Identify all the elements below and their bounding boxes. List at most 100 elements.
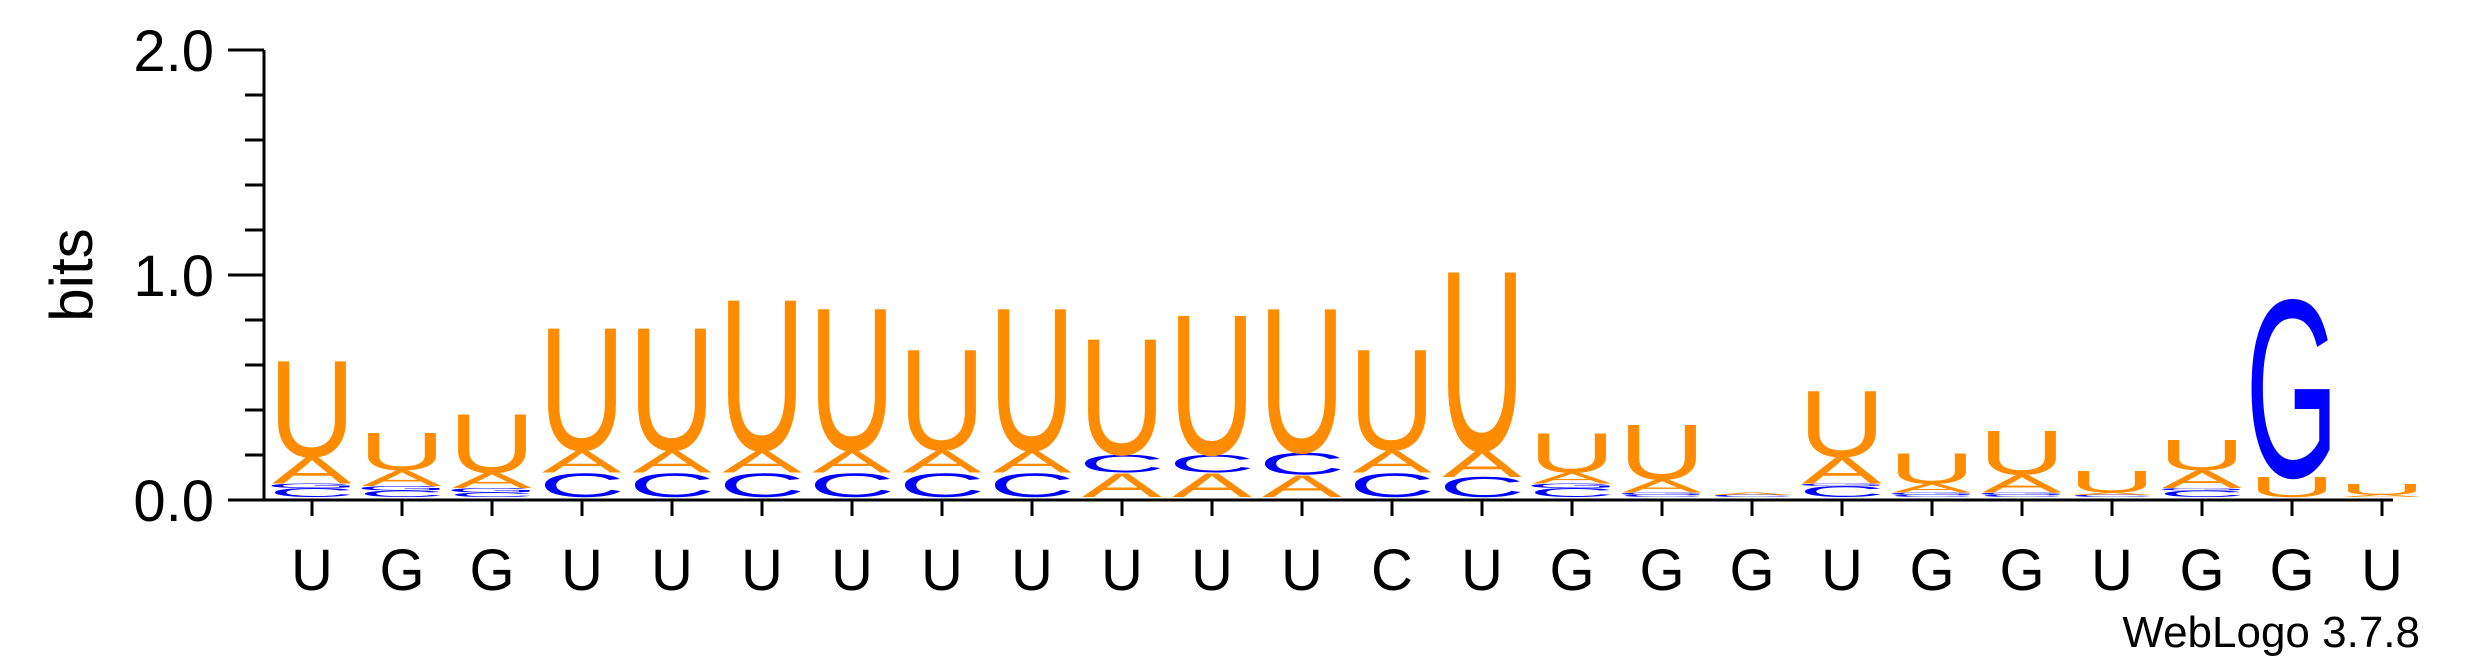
logo-column: CAU xyxy=(989,267,1075,505)
y-tick-label: 0.0 xyxy=(133,469,214,534)
logo-column: CA xyxy=(1709,492,1795,498)
logo-column: CAU xyxy=(809,267,895,505)
x-tick-label: G xyxy=(1549,538,1594,603)
logo-letter-U: U xyxy=(1259,264,1345,496)
logo-letter-C: C xyxy=(1889,494,1975,497)
logo-letter-C: C xyxy=(1079,450,1165,478)
logo-letter-U: U xyxy=(1799,372,1885,477)
x-tick-label: G xyxy=(2179,538,2224,603)
logo-letter-U: U xyxy=(2249,472,2335,504)
logo-letter-U: U xyxy=(539,291,625,488)
logo-letter-G: G xyxy=(266,482,359,489)
logo-letter-C: C xyxy=(989,466,1075,505)
logo-letter-A: A xyxy=(1442,443,1522,485)
logo-letter-U: U xyxy=(899,320,985,481)
logo-letter-C: C xyxy=(359,488,445,499)
logo-letter-C: C xyxy=(1529,486,1615,500)
logo-letter-A: A xyxy=(1352,444,1433,479)
logo-letter-G: G xyxy=(1526,482,1619,489)
logo-letter-C: C xyxy=(719,466,805,505)
logo-letter-C: C xyxy=(1169,450,1255,478)
logo-letter-A: A xyxy=(722,444,803,479)
logo-letter-A: A xyxy=(992,444,1073,479)
logo-letter-C: C xyxy=(2159,488,2245,499)
y-axis-title: bits xyxy=(38,228,105,321)
logo-letter-C: C xyxy=(1979,494,2065,497)
logo-letter-A: A xyxy=(2162,466,2242,494)
logo-letter-G: G xyxy=(356,485,449,492)
x-tick-label: C xyxy=(1371,538,1413,603)
x-tick-label: U xyxy=(291,538,333,603)
logo-column: CAU xyxy=(1349,320,1435,504)
logo-letter-U: U xyxy=(449,395,535,490)
x-tick-label: G xyxy=(379,538,424,603)
logo-column: CAU xyxy=(719,255,805,504)
logo-letter-C: C xyxy=(2069,494,2155,497)
logo-column: CAU xyxy=(899,320,985,504)
logo-letter-C: C xyxy=(1259,446,1345,481)
y-tick-label: 2.0 xyxy=(133,19,214,84)
logo-letter-C: C xyxy=(539,466,625,505)
logo-letter-U: U xyxy=(809,267,895,494)
x-tick-label: U xyxy=(2361,538,2403,603)
x-tick-label: U xyxy=(1011,538,1053,603)
logo-letter-A: A xyxy=(1172,466,1252,505)
logo-letter-U: U xyxy=(989,267,1075,494)
logo-letter-U: U xyxy=(1439,216,1525,505)
logo-letter-G: G xyxy=(1886,492,1979,495)
x-tick-label: U xyxy=(921,538,963,603)
logo-letter-U: U xyxy=(1349,320,1435,481)
logo-letter-A: A xyxy=(1532,469,1612,487)
logo-letter-U: U xyxy=(1619,408,1705,496)
x-tick-label: U xyxy=(1461,538,1503,603)
logo-letter-A: A xyxy=(2072,492,2153,495)
logo-letter-A: A xyxy=(902,444,983,479)
x-tick-label: U xyxy=(651,538,693,603)
x-tick-label: G xyxy=(1909,538,1954,603)
logo-letter-A: A xyxy=(542,444,623,479)
logo-letter-A: A xyxy=(1082,466,1162,505)
logo-letter-A: A xyxy=(1802,449,1882,491)
logo-letter-A: A xyxy=(632,444,713,479)
logo-letter-U: U xyxy=(1079,304,1165,490)
logo-letter-U: U xyxy=(1169,273,1255,498)
y-axis: 0.0 1.0 2.0 xyxy=(133,19,266,534)
x-tick-label: G xyxy=(2269,538,2314,603)
logo-letter-U: U xyxy=(1979,419,2065,489)
x-tick-label: G xyxy=(469,538,514,603)
logo-letter-C: C xyxy=(1439,472,1525,504)
logo-letter-A: A xyxy=(452,468,533,493)
x-tick-label: G xyxy=(1999,538,2044,603)
x-axis-ticks xyxy=(310,500,2384,516)
x-tick-label: U xyxy=(1281,538,1323,603)
weblogo-credit: WebLogo 3.7.8 xyxy=(2122,608,2420,657)
logo-letter-U: U xyxy=(1889,444,1975,493)
x-tick-label: U xyxy=(1101,538,1143,603)
logo-letter-A: A xyxy=(2342,494,2423,497)
logo-letter-U: U xyxy=(629,291,715,488)
x-tick-label: U xyxy=(831,538,873,603)
logo-letter-C: C xyxy=(1709,494,1795,497)
x-tick-label: U xyxy=(741,538,783,603)
logo-letter-A: A xyxy=(812,444,893,479)
logo-letter-C: C xyxy=(1349,466,1435,505)
logo-column: CAU xyxy=(539,291,625,505)
logo-letter-G: G xyxy=(446,487,539,494)
logo-letter-C: C xyxy=(809,466,895,505)
logo-letter-U: U xyxy=(2159,431,2245,480)
x-tick-label: U xyxy=(561,538,603,603)
logo-letter-A: A xyxy=(272,449,352,491)
x-tick-label: G xyxy=(1729,538,1774,603)
logo-column: CAU xyxy=(2069,464,2155,499)
